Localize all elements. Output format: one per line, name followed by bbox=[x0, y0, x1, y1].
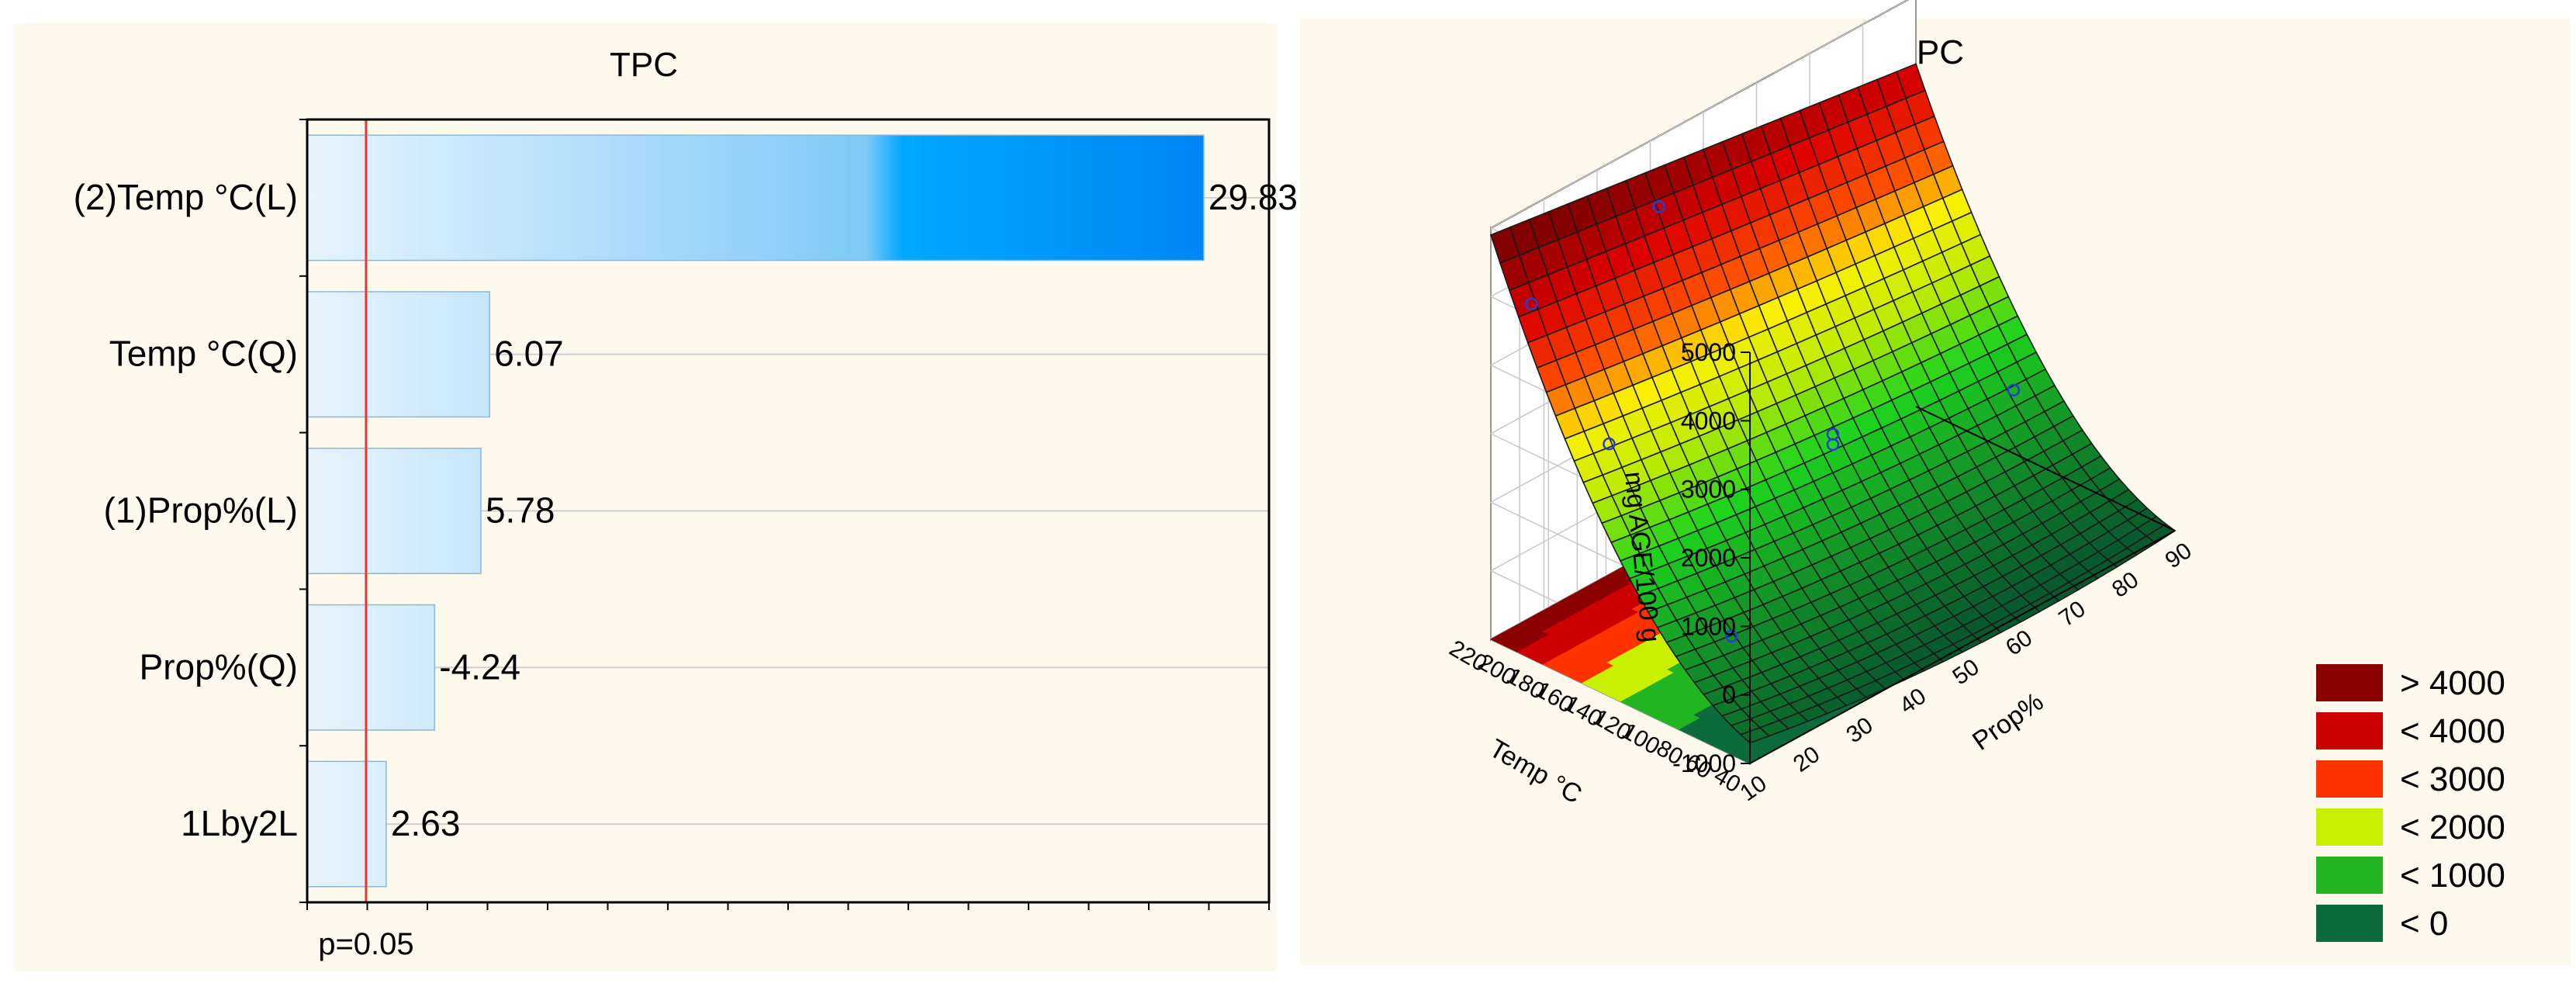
x-tick-label: 70 bbox=[2054, 596, 2090, 632]
pareto-value-label: 2.63 bbox=[391, 803, 461, 843]
pareto-value-label: 29.83 bbox=[1208, 177, 1298, 217]
x-tick-label: 50 bbox=[1948, 654, 1983, 690]
legend-label: < 0 bbox=[2400, 905, 2448, 943]
pareto-bar bbox=[306, 760, 387, 888]
pareto-value-label: 6.07 bbox=[494, 334, 564, 374]
x-axis-label: Prop% bbox=[1967, 687, 2049, 756]
z-tick-label: 4000 bbox=[1681, 407, 1736, 434]
x-tick-label: 90 bbox=[2160, 538, 2196, 573]
pareto-bar bbox=[306, 291, 490, 418]
z-tick-label: 1000 bbox=[1681, 612, 1736, 640]
legend-label: < 3000 bbox=[2400, 760, 2505, 798]
y-axis-label: Temp °C bbox=[1484, 733, 1586, 809]
legend-label: < 1000 bbox=[2400, 857, 2505, 895]
pareto-panel: TPC (2)Temp °C(L) Temp °C(Q) (1)Prop%(L) Pr… bbox=[14, 23, 1298, 971]
legend-swatch bbox=[2316, 760, 2383, 798]
legend-label: > 4000 bbox=[2400, 664, 2505, 702]
surface-panel: TPC -1000 0 1000 2000 3000 4000 5000 10 20 30 40 50… bbox=[1300, 0, 2571, 965]
pareto-chart: TPC (2)Temp °C(L) Temp °C(Q) (1)Prop%(L) Pr… bbox=[74, 46, 1298, 961]
pareto-bar bbox=[306, 448, 482, 574]
pareto-bars bbox=[306, 134, 1205, 888]
pareto-bar bbox=[306, 604, 436, 731]
pareto-bar bbox=[306, 134, 1205, 261]
legend-label: < 4000 bbox=[2400, 712, 2505, 750]
surface-legend: > 4000 < 4000 < 3000 < 2000 < 1000 < 0 bbox=[2316, 664, 2505, 943]
z-tick-label: 0 bbox=[1722, 681, 1736, 709]
pareto-title: TPC bbox=[610, 46, 678, 84]
pareto-axis-ticks bbox=[299, 119, 1270, 910]
observed-point bbox=[1826, 428, 1840, 441]
legend-swatch bbox=[2316, 808, 2383, 846]
z-tick-label: -1000 bbox=[1672, 749, 1736, 777]
legend-swatch bbox=[2316, 857, 2383, 894]
legend-swatch bbox=[2316, 712, 2383, 749]
pareto-category-label: (1)Prop%(L) bbox=[103, 490, 298, 531]
x-tick-label: 40 bbox=[1895, 684, 1931, 719]
x-tick-label: 20 bbox=[1789, 742, 1824, 777]
observed-point bbox=[2007, 383, 2021, 397]
observed-point bbox=[1652, 200, 1665, 213]
pareto-category-label: Temp °C(Q) bbox=[109, 334, 298, 374]
pareto-reference-label: p=0.05 bbox=[318, 927, 413, 961]
z-tick-label: 5000 bbox=[1681, 338, 1736, 366]
pareto-value-label: 5.78 bbox=[486, 490, 555, 531]
surface-mesh bbox=[1490, 63, 2177, 744]
x-tick-label: 60 bbox=[2001, 625, 2037, 661]
pareto-value-labels: 29.83 6.07 5.78 -4.24 2.63 bbox=[391, 177, 1298, 843]
surface-box-edge bbox=[1915, 406, 2176, 531]
surface-box-edge bbox=[1749, 352, 2176, 765]
surface-observed-points bbox=[1524, 200, 2021, 643]
pareto-category-labels: (2)Temp °C(L) Temp °C(Q) (1)Prop%(L) Prop%(… bbox=[74, 177, 298, 843]
legend-swatch bbox=[2316, 664, 2383, 701]
surface-chart: TPC -10000100020003000400050001020304050… bbox=[1445, 0, 2505, 943]
z-tick-label: 2000 bbox=[1681, 544, 1736, 572]
observed-point bbox=[1524, 297, 1538, 310]
z-tick-label: 3000 bbox=[1681, 476, 1736, 504]
pareto-value-label: -4.24 bbox=[439, 646, 520, 687]
observed-point bbox=[1724, 629, 1738, 643]
pareto-category-label: (2)Temp °C(L) bbox=[74, 177, 298, 217]
pareto-category-label: Prop%(Q) bbox=[140, 646, 298, 687]
legend-swatch bbox=[2316, 905, 2383, 942]
x-tick-label: 30 bbox=[1841, 712, 1877, 748]
legend-label: < 2000 bbox=[2400, 808, 2505, 846]
observed-point bbox=[1603, 437, 1616, 451]
x-tick-label: 80 bbox=[2107, 567, 2143, 603]
pareto-category-label: 1Lby2L bbox=[181, 803, 298, 843]
